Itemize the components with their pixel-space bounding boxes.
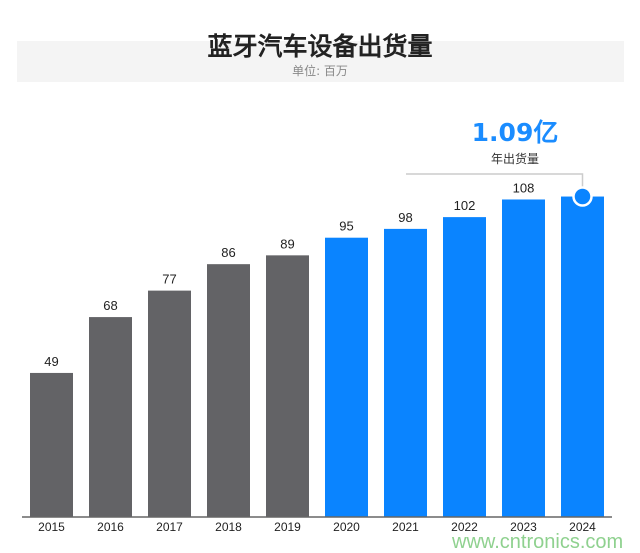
bar-2018 [207,264,250,517]
x-tick-label: 2019 [274,520,301,534]
bar-2023 [502,199,545,518]
x-tick-label: 2022 [451,520,478,534]
data-label: 95 [339,219,353,234]
bar-2024 [561,196,604,518]
title-band [17,41,624,82]
bar-2022 [443,217,486,517]
data-label: 89 [280,236,294,251]
x-tick-label: 2018 [215,520,242,534]
x-tick-label: 2023 [510,520,537,534]
chart-subtitle: 单位: 百万 [292,64,348,78]
x-tick-label: 2020 [333,520,360,534]
chart-title: 蓝牙汽车设备出货量 [207,32,433,61]
data-label: 108 [513,180,535,195]
highlight-marker [572,186,593,207]
x-tick-label: 2024 [569,520,596,534]
x-tick-label: 2015 [38,520,65,534]
bar-2021 [384,228,427,517]
highlight-label: 年出货量 [490,152,539,166]
data-label: 102 [454,198,476,213]
watermark: www.cntronics.com [452,531,624,553]
bar-2015 [30,372,73,517]
data-label: 49 [44,354,58,369]
data-label: 68 [103,298,117,313]
data-label: 86 [221,245,235,260]
x-tick-label: 2021 [392,520,419,534]
highlight-value: 1.09亿 [471,118,559,147]
x-tick-label: 2017 [156,520,183,534]
bar-2019 [266,255,309,517]
bar-2016 [89,317,132,517]
bar-2020 [325,237,368,517]
bar-2017 [148,290,191,517]
x-tick-label: 2016 [97,520,124,534]
data-label: 77 [162,272,176,287]
data-label: 98 [398,210,412,225]
highlight-connector [406,173,584,191]
